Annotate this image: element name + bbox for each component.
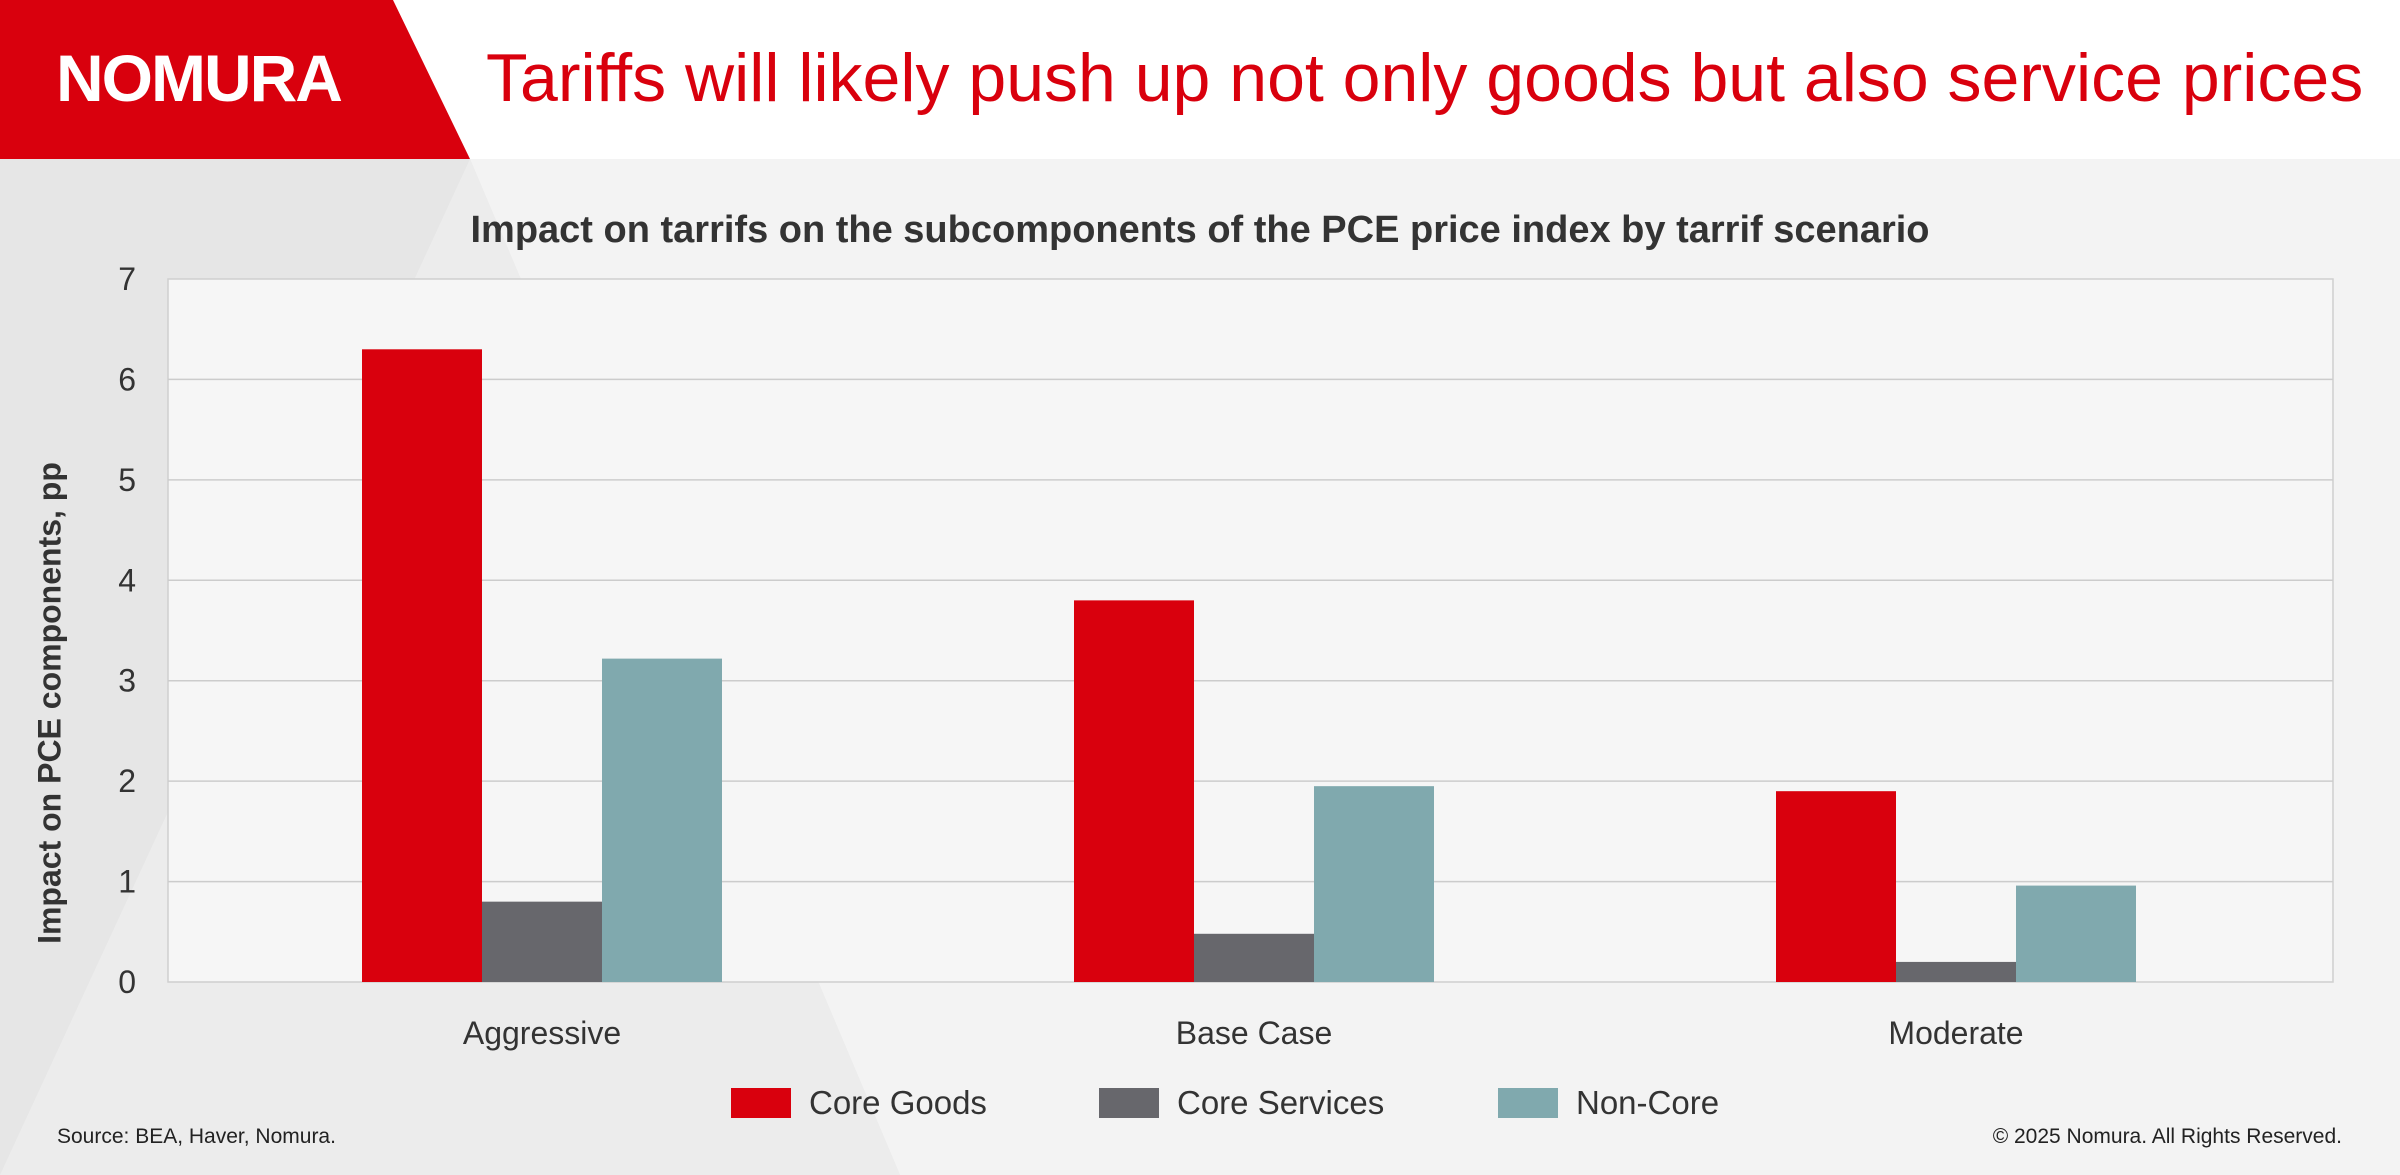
y-tick-label: 5	[118, 462, 136, 498]
bar-core-services-base-case	[1194, 933, 1314, 982]
legend-label: Core Services	[1177, 1084, 1385, 1121]
y-axis-label: Impact on PCE components, pp	[31, 462, 68, 944]
bar-non-core-base-case	[1314, 786, 1434, 982]
nomura-logo: NOMURA	[56, 41, 343, 115]
y-tick-label: 4	[118, 562, 136, 598]
plot-area	[167, 278, 2334, 983]
y-tick-label: 1	[118, 864, 136, 900]
y-tick-label: 6	[118, 361, 136, 397]
bar-core-services-aggressive	[482, 901, 602, 982]
header-bar: NOMURA Tariffs will likely push up not o…	[0, 0, 2400, 159]
legend-swatch	[1099, 1088, 1159, 1118]
chart-title: Impact on tarrifs on the subcomponents o…	[470, 209, 1930, 251]
bar-core-goods-moderate	[1776, 791, 1896, 982]
bar-core-goods-aggressive	[362, 349, 482, 982]
copyright-note: © 2025 Nomura. All Rights Reserved.	[1992, 1125, 2342, 1148]
y-tick-label: 7	[118, 261, 136, 297]
y-tick-label: 2	[118, 763, 136, 799]
legend-swatch	[731, 1088, 791, 1118]
x-tick-label: Moderate	[1888, 1015, 2023, 1051]
bar-non-core-moderate	[2016, 885, 2136, 982]
bar-core-goods-base-case	[1074, 600, 1194, 982]
x-tick-label: Base Case	[1176, 1015, 1333, 1051]
legend-label: Non-Core	[1576, 1084, 1720, 1121]
x-tick-label: Aggressive	[463, 1015, 621, 1051]
source-note: Source: BEA, Haver, Nomura.	[57, 1125, 336, 1148]
legend-swatch	[1498, 1088, 1558, 1118]
logo-banner: NOMURA	[0, 0, 470, 159]
bar-core-services-moderate	[1896, 961, 2016, 982]
legend-label: Core Goods	[809, 1084, 987, 1121]
y-tick-label: 3	[118, 663, 136, 699]
y-tick-label: 0	[118, 964, 136, 1000]
bar-non-core-aggressive	[602, 658, 722, 982]
page-headline: Tariffs will likely push up not only goo…	[486, 40, 2364, 116]
chart-legend: Core Goods Core Services Non-Core	[0, 1078, 2400, 1128]
